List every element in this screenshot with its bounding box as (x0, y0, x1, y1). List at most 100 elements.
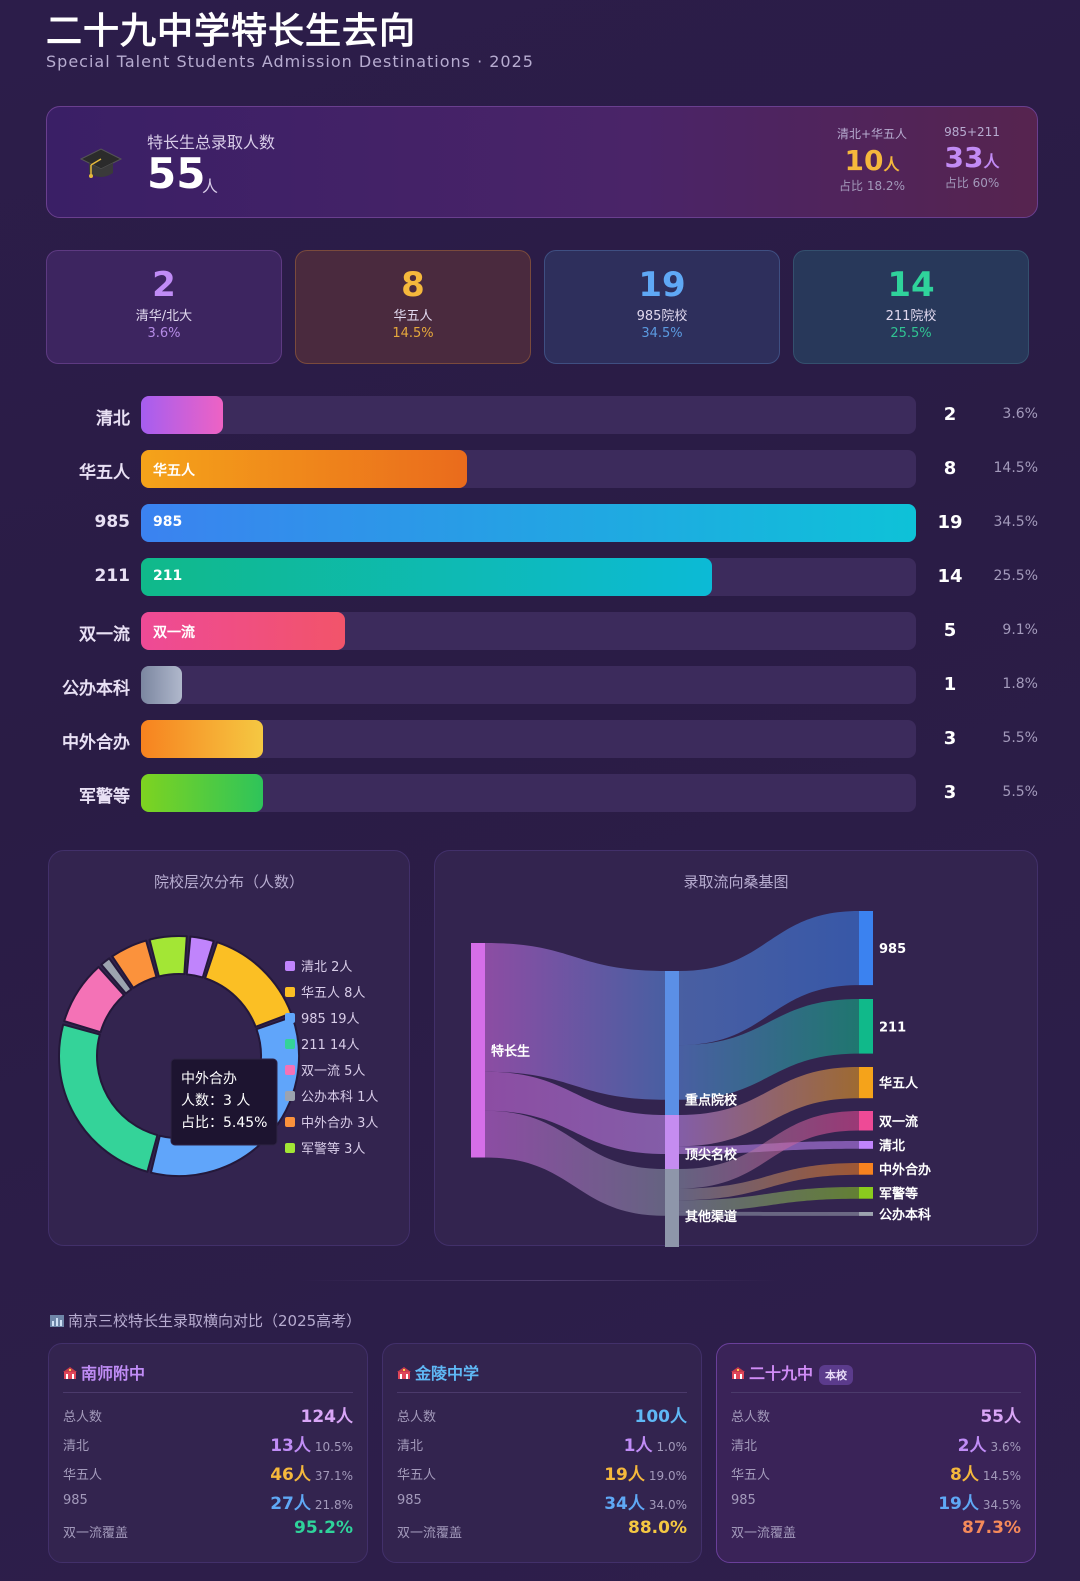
stat-card: 8 华五人 14.5% (295, 250, 531, 364)
page-title: 二十九中学特长生去向 (46, 11, 417, 52)
bar-track (141, 774, 916, 812)
bar-percent-label: 1.8% (1002, 676, 1038, 692)
compare-row: 双一流覆盖 95.2% (63, 1516, 353, 1544)
sankey-node (859, 1067, 873, 1099)
stat-card-number: 8 (401, 265, 425, 305)
sankey-node (859, 1141, 873, 1149)
hero-stat-value: 10人 (844, 144, 900, 177)
bar-value-label: 1 (943, 674, 957, 695)
bar-category-label: 中外合办 (62, 733, 130, 753)
bar-category-label: 985 (94, 512, 131, 532)
legend-label: 军警等 3人 (301, 1141, 365, 1157)
bar-row: 公办本科 1 1.8% (0, 666, 1080, 706)
sankey-link (679, 1163, 859, 1201)
school-building-icon (63, 1367, 77, 1379)
current-school-badge: 本校 (819, 1364, 854, 1385)
compare-row: 总人数 55人 (731, 1400, 1021, 1428)
bar-percent-label: 5.5% (1002, 784, 1038, 800)
bar-percent-label: 34.5% (993, 514, 1038, 530)
stat-card-pct: 34.5% (641, 326, 683, 341)
compare-row-value: 95.2% (294, 1518, 353, 1538)
legend-swatch (285, 1039, 295, 1049)
stat-card-pct: 3.6% (147, 326, 181, 341)
bar (141, 774, 263, 812)
school-name: 金陵中学 (397, 1360, 479, 1384)
total-unit: 人 (202, 177, 219, 196)
donut-slice (58, 1023, 159, 1173)
school-building-icon (397, 1367, 411, 1379)
sankey-node-label: 顶尖名校 (685, 1147, 738, 1163)
bar-value-label: 3 (943, 782, 957, 803)
compare-row: 清北 1人 1.0% (397, 1429, 687, 1457)
bar-value-label: 8 (943, 458, 957, 479)
bar-percent-label: 5.5% (1002, 730, 1038, 746)
sankey-node (859, 1212, 873, 1216)
bar-row: 华五人 华五人 8 14.5% (0, 450, 1080, 490)
tooltip-text: 人数：3 人 (181, 1093, 250, 1109)
compare-row-key: 双一流覆盖 (63, 1526, 129, 1541)
bar-value-label: 5 (943, 620, 957, 641)
card-divider (397, 1392, 687, 1393)
bar-category-label: 清北 (96, 409, 130, 429)
donut-slice (100, 957, 133, 995)
legend-label: 公办本科 1人 (301, 1090, 378, 1105)
stat-card-pct: 14.5% (392, 326, 434, 341)
compare-row-value: 27人 21.8% (270, 1494, 353, 1514)
stat-card: 14 211院校 25.5% (793, 250, 1029, 364)
sankey-node (859, 1163, 873, 1175)
sankey-title: 录取流向桑基图 (683, 873, 789, 891)
sankey-link (485, 1110, 665, 1216)
sankey-link (485, 1071, 665, 1154)
sankey-link (679, 1111, 859, 1189)
hero-stat-head: 清北+华五人 (836, 127, 908, 141)
bar-value-label: 2 (943, 404, 957, 425)
bar-percent-label: 3.6% (1002, 406, 1038, 422)
donut-slice (204, 941, 293, 1028)
legend-label: 清北 2人 (301, 960, 352, 975)
legend-swatch (285, 1143, 295, 1153)
bar-row: 985 985 19 34.5% (0, 504, 1080, 544)
sankey-node-label: 985 (879, 942, 906, 957)
stat-card-number: 14 (887, 265, 935, 305)
bar-percent-label: 25.5% (993, 568, 1038, 584)
compare-row-key: 清北 (397, 1439, 424, 1454)
bar (141, 450, 467, 488)
bar (141, 612, 345, 650)
bar-inner-label: 双一流 (153, 625, 195, 641)
sankey-link (485, 943, 665, 1100)
tooltip-text: 中外合办 (181, 1071, 237, 1087)
bar-inner-label: 华五人 (153, 463, 195, 479)
stat-card-label: 985院校 (636, 309, 688, 324)
sankey-link (679, 1067, 859, 1147)
sankey-node-label: 军警等 (879, 1186, 918, 1202)
compare-row: 双一流覆盖 88.0% (397, 1516, 687, 1544)
bar-category-label: 双一流 (79, 625, 130, 645)
bar-row: 双一流 双一流 5 9.1% (0, 612, 1080, 652)
page-subtitle: Special Talent Students Admission Destin… (46, 52, 534, 71)
bar-row: 211 211 14 25.5% (0, 558, 1080, 598)
compare-row-value: 55人 (980, 1407, 1021, 1427)
donut-chart-title: 院校层次分布（人数） (153, 873, 304, 891)
school-name: 二十九中 本校 (731, 1360, 854, 1385)
legend-label: 985 19人 (301, 1012, 360, 1027)
total-summary-card: 特长生总录取人数 55 人 清北+华五人 10人 占比 18.2% 985+21… (46, 106, 1038, 218)
bar-category-label: 公办本科 (62, 679, 130, 699)
compare-row-value: 100人 (634, 1407, 688, 1427)
legend-swatch (285, 961, 295, 971)
sankey-node-label: 特长生 (491, 1043, 530, 1059)
stat-card-number: 2 (152, 265, 176, 305)
section-divider (300, 1280, 780, 1281)
hero-stat-value: 33人 (944, 141, 1000, 174)
total-label: 特长生总录取人数 (147, 133, 276, 152)
school-name: 南师附中 (63, 1360, 145, 1384)
stat-card-number: 19 (638, 265, 686, 305)
tooltip (170, 1058, 278, 1146)
hero-stat: 985+211 33人 占比 60% (917, 125, 1027, 191)
legend-label: 211 14人 (301, 1038, 360, 1053)
stat-card: 19 985院校 34.5% (544, 250, 780, 364)
bar-row: 军警等 3 5.5% (0, 774, 1080, 814)
bar-track (141, 666, 916, 704)
bar-inner-label: 211 (153, 568, 183, 584)
